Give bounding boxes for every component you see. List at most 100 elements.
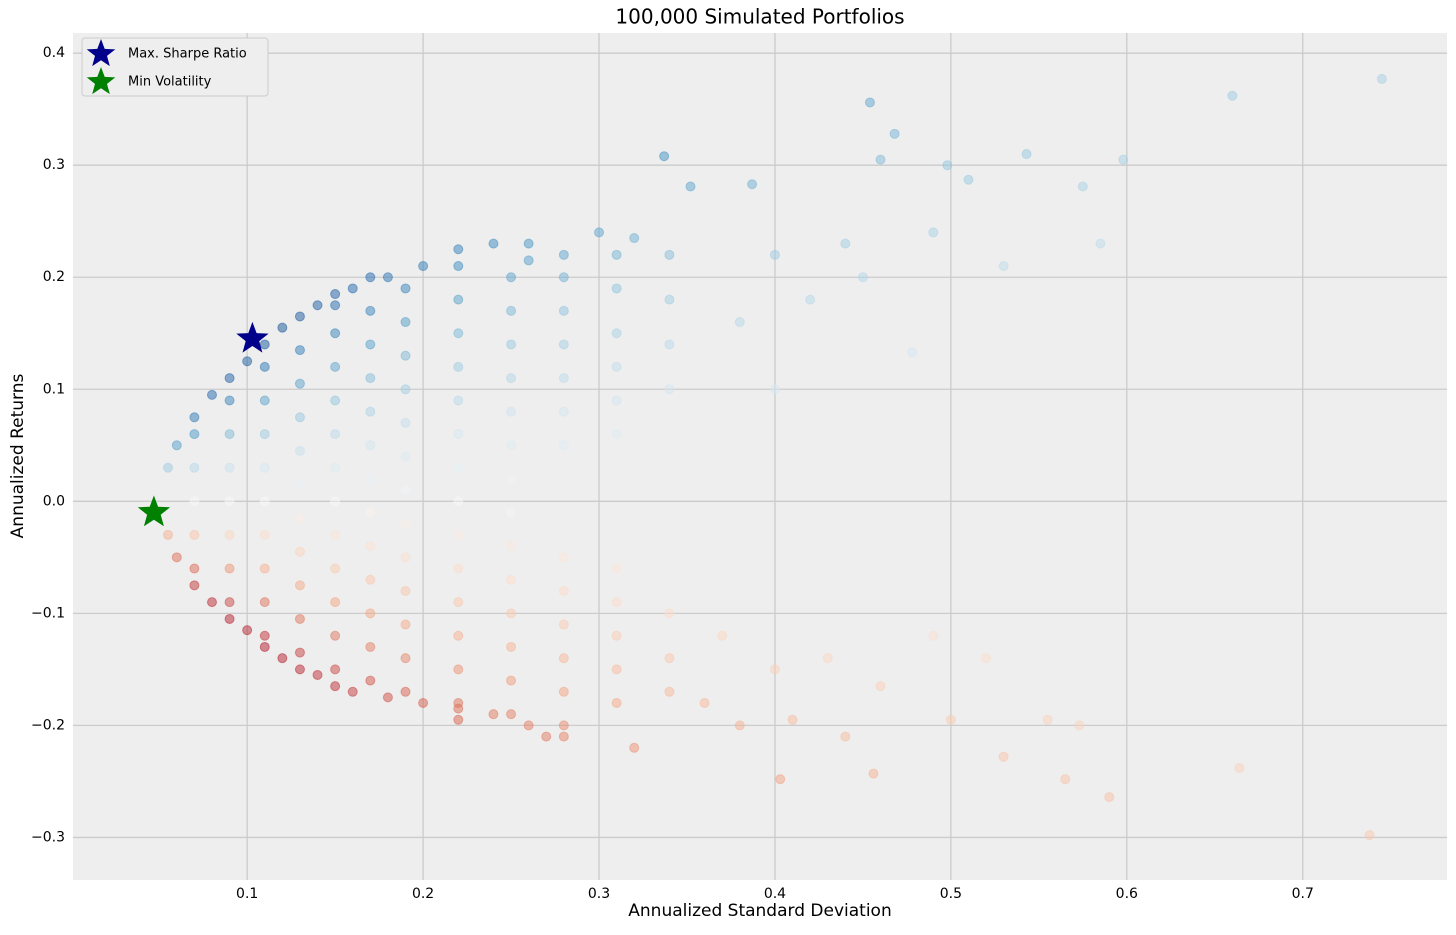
point [594, 227, 605, 238]
point [453, 597, 464, 608]
legend-symbol [86, 39, 116, 67]
marker-star [236, 321, 269, 353]
point [523, 720, 534, 731]
point [611, 563, 622, 574]
point [945, 714, 956, 725]
point [294, 647, 305, 658]
point [664, 608, 675, 619]
point [664, 384, 675, 395]
point [189, 412, 200, 423]
point [453, 261, 464, 272]
point [864, 97, 875, 108]
point [171, 552, 182, 563]
point [875, 681, 886, 692]
point [400, 350, 411, 361]
point [330, 328, 341, 339]
point [1077, 181, 1088, 192]
point [453, 529, 464, 540]
point [775, 774, 786, 785]
point [330, 496, 341, 507]
point [330, 300, 341, 311]
point [259, 462, 270, 473]
x-tick-label: 0.1 [236, 886, 258, 902]
point [400, 417, 411, 428]
point [699, 697, 710, 708]
point [294, 345, 305, 356]
point [400, 485, 411, 496]
x-tick-label: 0.4 [764, 886, 786, 902]
point [365, 574, 376, 585]
legend-label: Max. Sharpe Ratio [128, 47, 247, 62]
point [506, 675, 517, 686]
point [1074, 720, 1085, 731]
point [963, 174, 974, 185]
point [857, 272, 868, 283]
point [189, 529, 200, 540]
y-tick-label: −0.2 [31, 717, 65, 733]
point [418, 697, 429, 708]
point [1104, 792, 1115, 803]
point [294, 412, 305, 423]
point [365, 473, 376, 484]
point [1021, 149, 1032, 159]
point [611, 283, 622, 294]
y-tick-label: 0.0 [43, 493, 65, 509]
point [259, 630, 270, 641]
point [928, 630, 939, 641]
point [558, 552, 569, 563]
point [365, 675, 376, 686]
point [998, 751, 1009, 762]
point [259, 529, 270, 540]
point [506, 507, 517, 518]
point [294, 613, 305, 624]
point [558, 619, 569, 630]
point [453, 294, 464, 305]
point [506, 272, 517, 283]
point [206, 389, 217, 400]
point [1118, 154, 1129, 165]
point [685, 181, 696, 192]
point [330, 429, 341, 440]
point [242, 356, 253, 367]
point [747, 179, 758, 190]
point [769, 249, 780, 260]
point [382, 272, 393, 283]
point [558, 249, 569, 260]
point [629, 233, 640, 244]
point [259, 597, 270, 608]
x-tick-label: 0.3 [588, 886, 610, 902]
point [259, 496, 270, 507]
point [453, 361, 464, 372]
point [294, 546, 305, 557]
point [875, 154, 886, 165]
point [611, 664, 622, 675]
point [506, 473, 517, 484]
point [611, 697, 622, 708]
point [365, 507, 376, 518]
point [365, 406, 376, 417]
point [659, 151, 670, 162]
point [242, 625, 253, 636]
point [330, 630, 341, 641]
point [611, 429, 622, 440]
point [400, 518, 411, 529]
point [312, 669, 323, 680]
legend-label: Min Volatility [128, 75, 212, 90]
point [224, 597, 235, 608]
legend-symbol [86, 67, 116, 95]
point [330, 597, 341, 608]
point [1376, 73, 1387, 84]
point [907, 347, 918, 358]
point [981, 653, 992, 664]
point [224, 462, 235, 473]
point [294, 479, 305, 490]
point [224, 373, 235, 384]
point [506, 641, 517, 652]
point [805, 294, 816, 305]
point [453, 462, 464, 473]
point [330, 395, 341, 406]
point [488, 709, 499, 720]
point [224, 429, 235, 440]
point [1060, 774, 1071, 785]
